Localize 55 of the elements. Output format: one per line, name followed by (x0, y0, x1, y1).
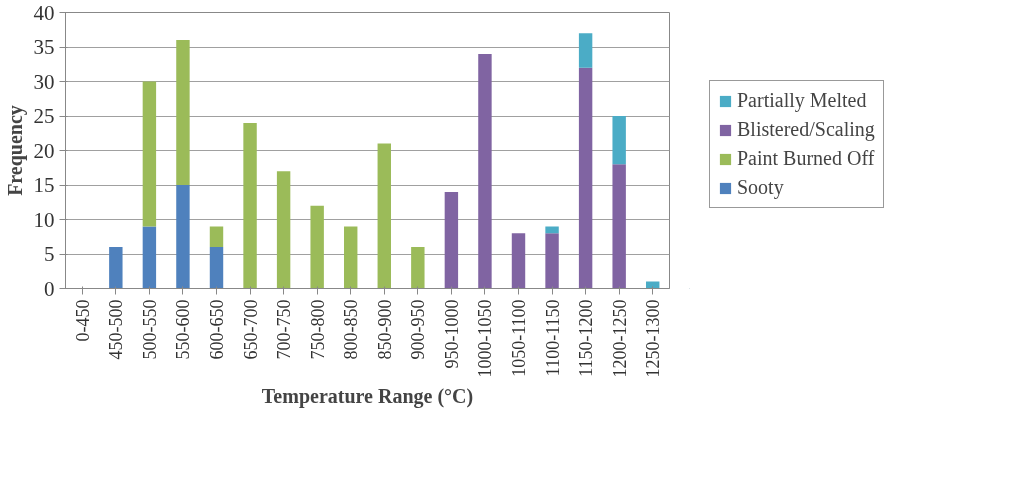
y-tick-label: 40 (33, 0, 55, 25)
x-tick-label: 800-850 (341, 299, 362, 360)
x-tick-label: 950-1000 (441, 299, 462, 369)
x-tick-label: 0-450 (72, 299, 93, 342)
y-tick-label: 0 (44, 276, 55, 301)
x-tick-label: 1200-1250 (609, 299, 630, 378)
bar (377, 143, 391, 289)
bar (444, 191, 459, 289)
x-tick-label: 750-800 (307, 299, 328, 360)
x-tick-label: 550-600 (173, 299, 194, 360)
x-tick-label: 900-950 (408, 299, 429, 360)
x-tick-label: 850-900 (374, 299, 395, 360)
y-tick-label: 30 (33, 69, 55, 94)
bar (612, 164, 626, 289)
bar (344, 226, 358, 289)
y-axis-title: Frequency (3, 105, 27, 196)
y-tick-label: 25 (33, 104, 55, 128)
y-tick-label: 15 (33, 173, 55, 197)
x-tick-label: 1100-1150 (542, 299, 563, 377)
bar (478, 53, 492, 289)
bar (511, 233, 526, 289)
bar (109, 247, 123, 289)
legend-label: Partially Melted (737, 89, 867, 112)
bar (176, 185, 190, 289)
bar (142, 226, 157, 289)
bar (276, 171, 291, 289)
x-tick-label: 1150-1200 (576, 299, 597, 377)
y-tick-label: 20 (33, 138, 55, 163)
x-tick-label: 500-550 (139, 299, 160, 360)
legend-label: Sooty (737, 176, 784, 199)
x-tick-label: 450-500 (106, 299, 127, 360)
bar (578, 33, 593, 68)
bar (209, 247, 224, 289)
x-axis-title: Temperature Range (°C) (261, 385, 474, 409)
y-tick-label: 35 (33, 35, 55, 59)
bar (545, 233, 559, 289)
x-tick-label: 1000-1050 (475, 299, 496, 378)
bar (209, 226, 224, 248)
bar (578, 67, 593, 289)
x-tick-label: 600-650 (207, 299, 227, 360)
y-tick-label: 5 (44, 242, 55, 266)
bar (612, 116, 626, 165)
x-tick-label: 1050-1100 (509, 299, 529, 377)
x-tick-label: 700-750 (274, 299, 295, 360)
bar (176, 40, 190, 185)
bar (310, 205, 324, 289)
x-tick-label: 1250-1300 (643, 299, 664, 378)
y-tick-label: 10 (33, 207, 55, 232)
x-tick-label: 650-700 (240, 299, 261, 360)
legend-label: Paint Burned Off (737, 147, 875, 170)
bar (142, 81, 157, 227)
bar (243, 122, 257, 289)
legend-label: Blistered/Scaling (737, 118, 875, 141)
bar (411, 247, 425, 289)
bar (545, 226, 559, 234)
